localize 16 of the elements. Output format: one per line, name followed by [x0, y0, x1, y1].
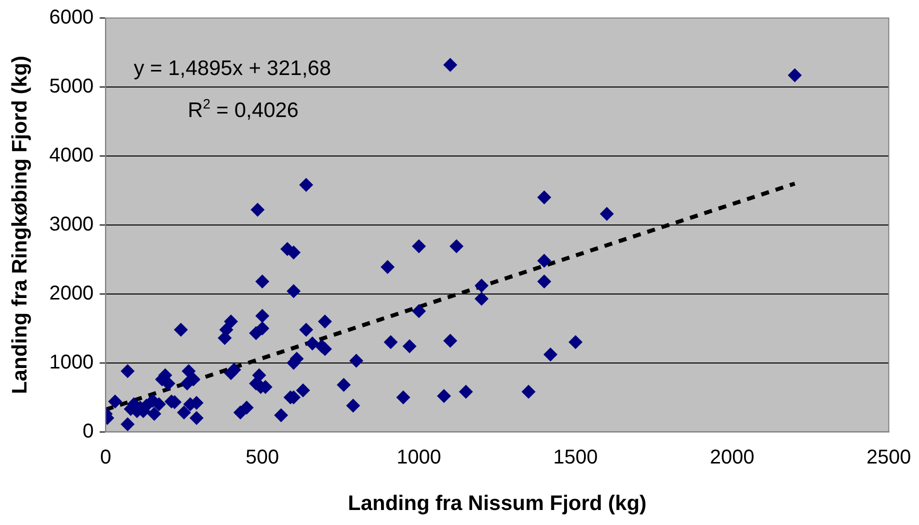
x-tick-label: 1500	[553, 446, 598, 468]
x-tick-label: 0	[100, 446, 112, 468]
x-tick-label: 2500	[866, 446, 912, 468]
annotation: y = 1,4895x + 321,68	[134, 57, 332, 80]
x-tick-label: 2000	[710, 446, 754, 468]
y-tick-label: 6000	[49, 6, 94, 29]
x-axis-title: Landing fra Nissum Fjord (kg)	[348, 492, 647, 516]
x-tick-label: 500	[246, 446, 279, 468]
y-tick-label: 1000	[49, 351, 94, 374]
x-tick-label: 1000	[396, 446, 442, 468]
y-tick-label: 2000	[49, 282, 94, 304]
y-tick-label: 0	[82, 420, 94, 442]
y-tick-label: 3000	[49, 213, 94, 236]
y-tick-label: 5000	[49, 75, 94, 98]
y-tick-label: 4000	[49, 144, 94, 166]
y-axis-title: Landing fra Ringkøbing Fjord (kg)	[8, 56, 32, 394]
